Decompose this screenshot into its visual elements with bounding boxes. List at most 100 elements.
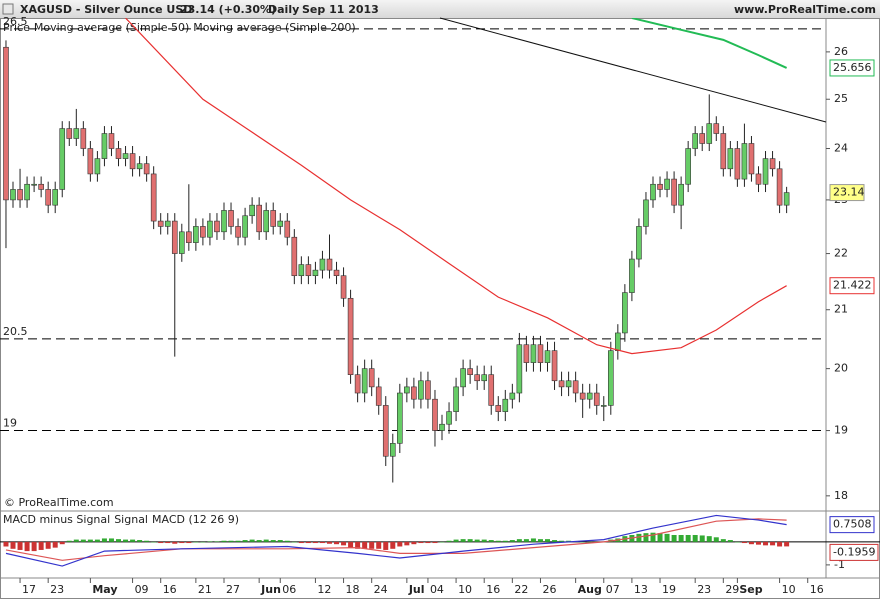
histogram-bar	[101, 538, 107, 542]
histogram-bar	[305, 541, 311, 544]
x-tick-label: 16	[486, 583, 500, 596]
candle-body	[375, 386, 382, 406]
candle-body	[129, 153, 136, 170]
candle-body	[164, 220, 171, 227]
histogram-bar	[10, 541, 16, 549]
candle-body	[650, 183, 656, 201]
macd-line	[5, 514, 787, 567]
candle-body	[657, 183, 663, 190]
histogram-bar	[108, 538, 114, 542]
x-tick-label: 27	[226, 583, 240, 596]
histogram-bar	[713, 537, 719, 542]
candle-body	[242, 215, 248, 238]
candles	[3, 40, 790, 483]
histogram-bar	[495, 540, 501, 542]
candle-body	[530, 344, 537, 363]
histogram-bar	[242, 540, 248, 542]
candle-body	[664, 178, 670, 190]
x-tick-label: 21	[198, 583, 212, 596]
x-tick-label: 13	[634, 583, 648, 596]
histogram-bar	[502, 540, 508, 542]
x-tick-label: Aug	[578, 583, 602, 596]
histogram-bar	[17, 541, 23, 550]
candle-body	[115, 148, 122, 159]
moving-average	[631, 18, 788, 69]
candle-body	[17, 189, 23, 201]
candle-body	[333, 269, 340, 277]
candle-body	[446, 411, 452, 425]
histogram-bar	[741, 541, 747, 544]
candle-body	[678, 183, 684, 206]
last-value-label: 0.7508	[833, 518, 872, 531]
histogram-bar	[425, 541, 431, 544]
candle-body	[38, 183, 44, 190]
histogram-bar	[404, 541, 410, 546]
candle-body	[783, 192, 790, 206]
candle-body	[319, 258, 326, 271]
candle-body	[692, 133, 698, 149]
candle-body	[671, 178, 677, 206]
y-tick-label: 24	[834, 142, 848, 155]
trend-line	[439, 17, 827, 123]
histogram-bar	[137, 540, 143, 542]
x-tick-label: May	[92, 583, 117, 596]
y-tick-label: 22	[834, 247, 848, 260]
candle-body	[699, 133, 706, 144]
x-tick-label: 09	[135, 583, 149, 596]
price-legend: Price Moving average (Simple 50) Moving av…	[3, 21, 356, 34]
candle-body	[200, 226, 206, 238]
candle-body	[52, 189, 59, 206]
symbol-icon	[2, 3, 14, 15]
candle-body	[305, 264, 312, 277]
histogram-bar	[256, 540, 262, 542]
histogram-bar	[66, 540, 72, 542]
histogram-bar	[80, 539, 86, 542]
candle-body	[59, 128, 66, 190]
histogram-bar	[284, 540, 290, 542]
candle-body	[439, 423, 445, 431]
candle-body	[509, 392, 516, 400]
histogram-bar	[545, 539, 551, 542]
histogram-bar	[664, 533, 670, 542]
histogram-bar	[559, 540, 565, 542]
candle-body	[467, 368, 473, 375]
histogram-bar	[158, 541, 164, 544]
candle-body	[228, 210, 234, 227]
candle-body	[235, 226, 241, 238]
histogram-bar	[165, 541, 171, 544]
candle-body	[171, 220, 178, 254]
histogram-bar	[263, 539, 269, 542]
candle-body	[551, 350, 558, 382]
histogram-bar	[45, 541, 51, 549]
candle-body	[326, 258, 333, 271]
histogram-bar	[777, 541, 783, 547]
candle-body	[10, 189, 16, 201]
candle-body	[636, 226, 642, 260]
histogram-bar	[418, 541, 424, 544]
legend-item: Moving average (Simple 200)	[193, 21, 355, 34]
candle-body	[312, 269, 319, 277]
candle-body	[453, 386, 459, 412]
candle-body	[143, 163, 150, 175]
histogram-bar	[474, 539, 480, 542]
x-tick-label: 24	[374, 583, 388, 596]
candle-body	[558, 380, 565, 388]
histogram-bar	[3, 541, 9, 547]
candle-body	[579, 392, 586, 400]
candle-body	[277, 220, 284, 227]
histogram-bar	[446, 540, 452, 542]
candle-body	[741, 143, 748, 180]
candle-body	[755, 173, 762, 185]
candle-body	[284, 220, 291, 238]
legend-item: Moving average (Simple 50)	[34, 21, 189, 34]
histogram-bar	[390, 541, 396, 549]
candle-body	[101, 133, 108, 159]
histogram-bar	[73, 539, 79, 542]
candle-body	[186, 231, 192, 243]
histogram-bar	[763, 541, 769, 546]
y-tick-label: 20	[834, 362, 848, 375]
y-tick-label: 26	[834, 45, 848, 58]
histogram-bar	[38, 541, 44, 550]
legend-item: Signal	[114, 513, 148, 526]
last-value-label: 25.656	[833, 61, 872, 74]
